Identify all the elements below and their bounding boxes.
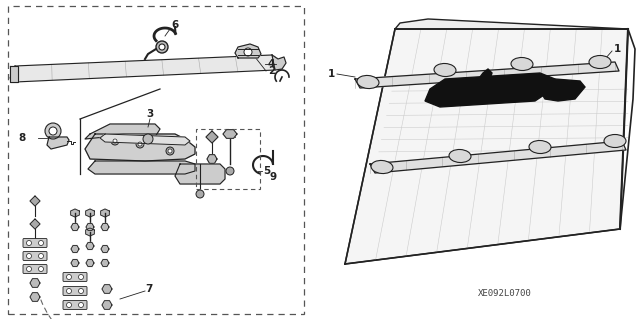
Ellipse shape: [511, 57, 533, 70]
Circle shape: [166, 147, 174, 155]
Polygon shape: [100, 134, 190, 145]
Polygon shape: [47, 137, 69, 149]
Circle shape: [67, 288, 72, 293]
Polygon shape: [355, 62, 619, 88]
Ellipse shape: [529, 140, 551, 153]
Polygon shape: [206, 131, 218, 143]
Polygon shape: [88, 161, 195, 174]
Polygon shape: [71, 246, 79, 252]
Circle shape: [226, 167, 234, 175]
Text: 3: 3: [147, 109, 154, 119]
Ellipse shape: [604, 135, 626, 147]
Circle shape: [138, 142, 142, 146]
Circle shape: [26, 241, 31, 246]
Polygon shape: [86, 242, 94, 249]
Circle shape: [244, 48, 252, 56]
Polygon shape: [86, 209, 94, 217]
Polygon shape: [30, 279, 40, 287]
Circle shape: [79, 288, 83, 293]
Circle shape: [67, 302, 72, 308]
Polygon shape: [207, 155, 217, 163]
Ellipse shape: [449, 150, 471, 162]
Circle shape: [79, 275, 83, 279]
Text: 6: 6: [172, 20, 179, 30]
Polygon shape: [101, 260, 109, 266]
Text: 5: 5: [263, 166, 270, 176]
Polygon shape: [395, 19, 628, 29]
Circle shape: [168, 149, 172, 153]
Circle shape: [45, 123, 61, 139]
Polygon shape: [85, 124, 160, 139]
Polygon shape: [71, 224, 79, 230]
Bar: [318, 6, 638, 314]
Polygon shape: [100, 209, 109, 217]
Bar: [196, 129, 260, 189]
Polygon shape: [223, 130, 237, 138]
Text: 9: 9: [270, 172, 277, 182]
FancyBboxPatch shape: [63, 300, 87, 309]
Circle shape: [38, 241, 44, 246]
Circle shape: [143, 134, 153, 144]
Polygon shape: [480, 69, 492, 81]
Text: 7: 7: [145, 284, 152, 294]
Polygon shape: [70, 209, 79, 217]
Circle shape: [38, 266, 44, 271]
Polygon shape: [101, 246, 109, 252]
Text: 4: 4: [268, 59, 275, 69]
Text: 1: 1: [328, 69, 335, 79]
Polygon shape: [30, 293, 40, 301]
Polygon shape: [272, 55, 286, 70]
Circle shape: [79, 302, 83, 308]
FancyBboxPatch shape: [23, 251, 47, 261]
Polygon shape: [10, 55, 278, 82]
Polygon shape: [102, 301, 112, 309]
Circle shape: [159, 44, 165, 50]
Polygon shape: [345, 29, 628, 264]
Polygon shape: [86, 228, 94, 236]
FancyBboxPatch shape: [63, 286, 87, 295]
Ellipse shape: [357, 76, 379, 89]
Circle shape: [111, 137, 119, 145]
Ellipse shape: [434, 63, 456, 77]
Ellipse shape: [589, 56, 611, 69]
Polygon shape: [235, 44, 261, 58]
Polygon shape: [86, 224, 94, 230]
Polygon shape: [370, 141, 626, 173]
FancyBboxPatch shape: [23, 264, 47, 273]
Text: XE092L0700: XE092L0700: [478, 290, 532, 299]
Bar: [8, 6, 304, 314]
Circle shape: [38, 254, 44, 258]
Polygon shape: [540, 79, 585, 101]
Polygon shape: [86, 260, 94, 266]
Polygon shape: [71, 260, 79, 266]
Text: 2: 2: [268, 66, 275, 76]
Text: 8: 8: [18, 133, 25, 143]
Polygon shape: [30, 219, 40, 229]
Circle shape: [26, 254, 31, 258]
Circle shape: [196, 190, 204, 198]
Circle shape: [67, 275, 72, 279]
Text: 1: 1: [614, 44, 621, 54]
Polygon shape: [102, 285, 112, 293]
Polygon shape: [30, 196, 40, 206]
Polygon shape: [175, 164, 225, 184]
Circle shape: [156, 41, 168, 53]
Polygon shape: [10, 66, 18, 82]
Polygon shape: [101, 224, 109, 230]
Circle shape: [136, 140, 144, 148]
Circle shape: [113, 139, 117, 143]
FancyBboxPatch shape: [23, 239, 47, 248]
Circle shape: [26, 266, 31, 271]
Polygon shape: [425, 73, 555, 107]
FancyBboxPatch shape: [63, 272, 87, 281]
Circle shape: [49, 127, 57, 135]
Polygon shape: [85, 134, 195, 161]
Ellipse shape: [371, 160, 393, 174]
